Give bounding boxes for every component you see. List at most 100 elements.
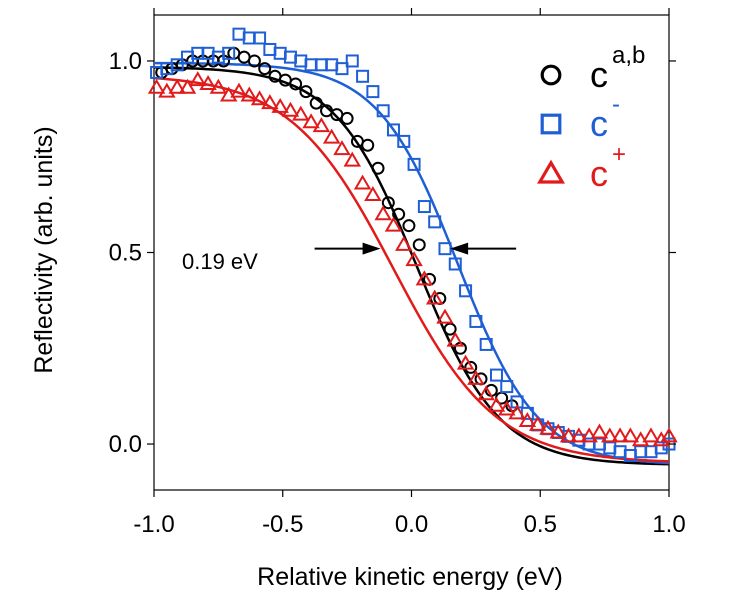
y-tick-label: 1.0 bbox=[109, 48, 142, 75]
legend-item-square: c- bbox=[540, 91, 620, 144]
data-point bbox=[322, 128, 341, 144]
data-point bbox=[340, 111, 354, 125]
data-point bbox=[443, 322, 457, 336]
data-point bbox=[479, 337, 493, 351]
legend-label-superscript: + bbox=[612, 141, 626, 168]
annotation: 0.19 eV bbox=[182, 242, 517, 274]
x-tick-label: 1.0 bbox=[652, 511, 685, 538]
data-point bbox=[386, 123, 400, 137]
data-point bbox=[539, 419, 557, 435]
legend-label-superscript: a,b bbox=[612, 42, 645, 69]
data-point bbox=[459, 284, 473, 298]
legend-item-circle: c a,b bbox=[540, 42, 645, 95]
data-point bbox=[448, 257, 462, 271]
data-point bbox=[168, 78, 186, 94]
data-point bbox=[178, 78, 197, 94]
data-point bbox=[570, 427, 588, 443]
data-point bbox=[425, 289, 444, 305]
y-axis-label: Reflectivity (arb. units) bbox=[30, 126, 58, 373]
data-point bbox=[261, 94, 279, 110]
data-point bbox=[253, 31, 267, 45]
data-point bbox=[405, 251, 423, 267]
data-point bbox=[312, 117, 331, 133]
annotation-arrows bbox=[314, 242, 517, 255]
data-point bbox=[147, 78, 166, 94]
data-point bbox=[642, 427, 660, 443]
legend-label: c bbox=[590, 103, 608, 144]
data-point bbox=[500, 380, 514, 394]
data-point bbox=[464, 360, 478, 374]
data-point bbox=[381, 196, 395, 210]
data-point bbox=[230, 82, 248, 98]
series-circle bbox=[155, 46, 519, 413]
data-point bbox=[361, 138, 375, 152]
data-point bbox=[395, 235, 413, 251]
data-point bbox=[611, 427, 629, 443]
data-point bbox=[438, 242, 452, 256]
data-point bbox=[469, 314, 483, 328]
data-point bbox=[407, 157, 421, 171]
data-point bbox=[289, 77, 303, 91]
data-point bbox=[489, 368, 503, 382]
data-point bbox=[402, 219, 416, 233]
series-triangle bbox=[147, 71, 678, 447]
fit-curve-circle bbox=[153, 66, 670, 466]
data-point bbox=[292, 105, 310, 121]
data-point bbox=[271, 97, 289, 113]
data-point bbox=[412, 238, 426, 252]
x-tick-label: 0.0 bbox=[395, 511, 428, 538]
x-axis-label: Relative kinetic energy (eV) bbox=[257, 563, 563, 591]
data-point bbox=[258, 62, 272, 76]
data-point bbox=[660, 427, 678, 443]
legend-marker-group bbox=[540, 64, 562, 86]
data-point bbox=[250, 90, 269, 106]
arrow-right-head bbox=[450, 242, 469, 255]
series-square bbox=[150, 27, 676, 463]
data-point bbox=[343, 151, 362, 167]
data-point bbox=[356, 69, 370, 83]
data-point bbox=[415, 270, 434, 286]
data-point bbox=[364, 186, 382, 202]
data-point bbox=[392, 207, 406, 221]
data-markers bbox=[147, 27, 678, 463]
data-point bbox=[189, 71, 207, 87]
x-tick-label: 0.5 bbox=[524, 511, 557, 538]
y-tick-label: 0.5 bbox=[109, 240, 142, 267]
annotation-label: 0.19 eV bbox=[182, 249, 258, 274]
axis-ticks: -1.0 -0.5 0.0 0.5 1.0 0.0 0.5 1.0 bbox=[109, 8, 686, 538]
data-point bbox=[309, 96, 323, 110]
arrow-left-head bbox=[362, 242, 381, 255]
data-point bbox=[518, 412, 537, 428]
data-point bbox=[487, 396, 506, 412]
data-point bbox=[247, 54, 261, 68]
legend-label: c bbox=[590, 54, 608, 95]
fit-curve-triangle bbox=[153, 76, 670, 463]
data-point bbox=[559, 427, 578, 443]
data-point bbox=[170, 58, 184, 72]
legend: c a,bc -c + bbox=[537, 42, 645, 194]
data-point bbox=[436, 308, 454, 324]
data-point bbox=[335, 62, 349, 76]
data-point bbox=[417, 200, 431, 214]
data-point bbox=[621, 427, 640, 443]
legend-marker bbox=[537, 159, 565, 184]
data-point bbox=[199, 74, 217, 90]
data-point bbox=[384, 216, 403, 232]
data-point bbox=[549, 423, 568, 439]
data-point bbox=[467, 369, 485, 385]
data-point bbox=[299, 85, 313, 99]
data-point bbox=[240, 86, 259, 102]
legend-marker-group bbox=[537, 159, 565, 184]
data-point bbox=[345, 54, 359, 68]
data-point bbox=[222, 46, 236, 60]
x-tick-label: -0.5 bbox=[262, 511, 303, 538]
data-point bbox=[281, 101, 300, 117]
data-point bbox=[456, 354, 475, 370]
legend-marker-group bbox=[540, 113, 562, 135]
data-point bbox=[601, 427, 619, 443]
x-tick-label: -1.0 bbox=[133, 511, 174, 538]
data-point bbox=[374, 205, 392, 221]
data-point bbox=[302, 113, 320, 129]
data-point bbox=[477, 385, 495, 401]
